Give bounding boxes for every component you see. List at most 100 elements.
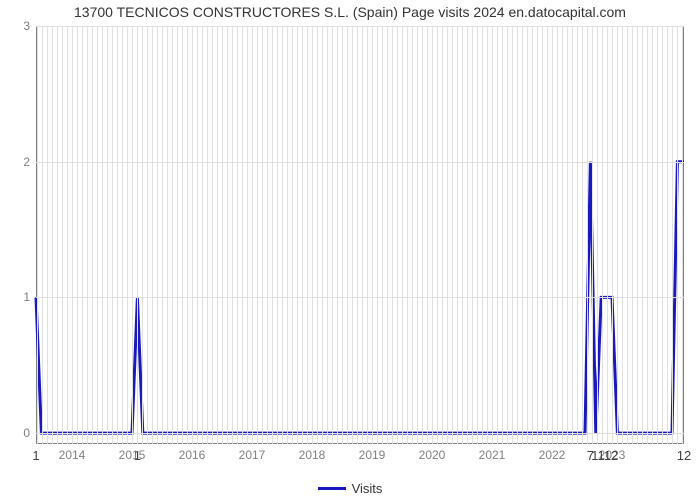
x-tick-label: 2019 — [359, 448, 386, 462]
gridline-v — [487, 26, 488, 444]
gridline-v — [572, 26, 573, 444]
gridline-v — [187, 26, 188, 444]
gridline-v — [112, 26, 113, 444]
gridline-v — [317, 26, 318, 444]
gridline-v — [232, 26, 233, 444]
gridline-v — [237, 26, 238, 444]
gridline-v — [262, 26, 263, 444]
gridline-v — [182, 26, 183, 444]
gridline-v — [52, 26, 53, 444]
gridline-v — [67, 26, 68, 444]
gridline-v — [492, 26, 493, 444]
gridline-v — [402, 26, 403, 444]
gridline-v — [387, 26, 388, 444]
gridline-v — [277, 26, 278, 444]
gridline-v — [422, 26, 423, 444]
gridline-v — [412, 26, 413, 444]
gridline-v — [92, 26, 93, 444]
gridline-v — [517, 26, 518, 444]
gridline-v — [87, 26, 88, 444]
gridline-v — [142, 26, 143, 444]
gridline-v — [372, 26, 373, 444]
gridline-v — [642, 26, 643, 444]
gridline-v — [47, 26, 48, 444]
x-tick-label: 2022 — [539, 448, 566, 462]
value-label: 1 — [32, 448, 39, 463]
gridline-v — [227, 26, 228, 444]
gridline-v — [177, 26, 178, 444]
value-label: 1 — [134, 448, 141, 463]
gridline-v — [367, 26, 368, 444]
gridline-v — [57, 26, 58, 444]
gridline-v — [147, 26, 148, 444]
gridline-v — [682, 26, 683, 444]
y-tick-label: 2 — [23, 155, 30, 169]
gridline-v — [37, 26, 38, 444]
gridline-v — [427, 26, 428, 444]
gridline-v — [302, 26, 303, 444]
gridline-v — [72, 26, 73, 444]
gridline-v — [292, 26, 293, 444]
gridline-v — [482, 26, 483, 444]
gridline-v — [282, 26, 283, 444]
gridline-v — [662, 26, 663, 444]
gridline-v — [342, 26, 343, 444]
gridline-v — [257, 26, 258, 444]
gridline-v — [542, 26, 543, 444]
gridline-v — [207, 26, 208, 444]
gridline-v — [657, 26, 658, 444]
plot-area: 0123201420152016201720182019202020212022… — [36, 26, 684, 444]
gridline-v — [137, 26, 138, 444]
gridline-v — [587, 26, 588, 444]
gridline-v — [417, 26, 418, 444]
gridline-v — [607, 26, 608, 444]
gridline-v — [397, 26, 398, 444]
gridline-v — [442, 26, 443, 444]
gridline-v — [312, 26, 313, 444]
gridline-v — [267, 26, 268, 444]
gridline-v — [102, 26, 103, 444]
gridline-v — [532, 26, 533, 444]
gridline-v — [537, 26, 538, 444]
gridline-v — [502, 26, 503, 444]
x-tick-label: 2014 — [59, 448, 86, 462]
gridline-v — [192, 26, 193, 444]
gridline-v — [602, 26, 603, 444]
gridline-v — [612, 26, 613, 444]
gridline-v — [557, 26, 558, 444]
gridline-v — [457, 26, 458, 444]
gridline-v — [632, 26, 633, 444]
gridline-v — [162, 26, 163, 444]
y-tick-label: 1 — [23, 290, 30, 304]
y-tick-label: 3 — [23, 19, 30, 33]
gridline-v — [617, 26, 618, 444]
gridline-v — [652, 26, 653, 444]
gridline-v — [577, 26, 578, 444]
legend: Visits — [0, 477, 700, 496]
x-tick-label: 2018 — [299, 448, 326, 462]
legend-item-visits: Visits — [318, 481, 383, 496]
value-label: 12 — [677, 448, 691, 463]
gridline-v — [307, 26, 308, 444]
gridline-v — [407, 26, 408, 444]
gridline-v — [472, 26, 473, 444]
gridline-v — [447, 26, 448, 444]
gridline-v — [217, 26, 218, 444]
gridline-v — [507, 26, 508, 444]
gridline-v — [352, 26, 353, 444]
gridline-v — [172, 26, 173, 444]
x-tick-label: 2021 — [479, 448, 506, 462]
gridline-v — [202, 26, 203, 444]
gridline-v — [117, 26, 118, 444]
gridline-v — [157, 26, 158, 444]
chart-container: 13700 TECNICOS CONSTRUCTORES S.L. (Spain… — [0, 0, 700, 500]
gridline-v — [347, 26, 348, 444]
chart-title: 13700 TECNICOS CONSTRUCTORES S.L. (Spain… — [0, 4, 700, 20]
gridline-v — [122, 26, 123, 444]
x-tick-label: 2020 — [419, 448, 446, 462]
legend-label: Visits — [352, 481, 383, 496]
value-label: 1112 — [591, 448, 618, 463]
gridline-v — [562, 26, 563, 444]
gridline-v — [462, 26, 463, 444]
gridline-v — [597, 26, 598, 444]
